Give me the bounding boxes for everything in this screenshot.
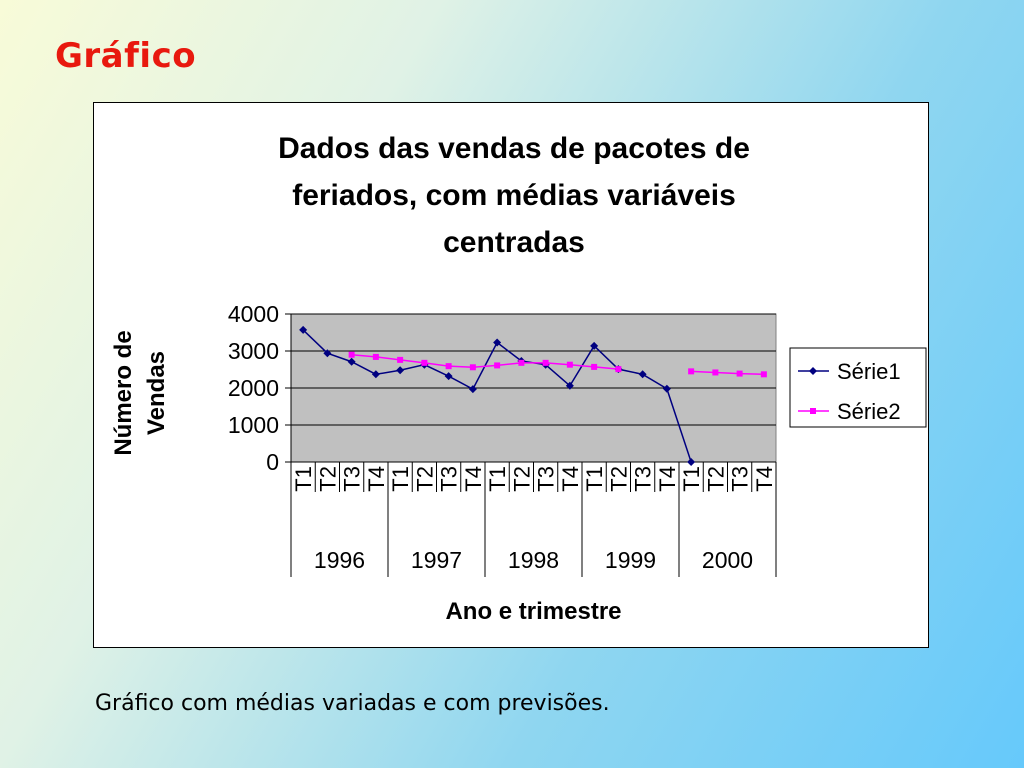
series-line-2 — [351, 353, 619, 370]
series1-point — [590, 341, 599, 350]
series2-point — [542, 359, 549, 366]
x-tick-label-quarter: T2 — [606, 466, 631, 492]
series2-point — [712, 369, 719, 376]
x-tick-label-quarter: T3 — [728, 466, 753, 492]
slide-title: Gráfico — [55, 36, 197, 76]
x-tick-label-quarter: T2 — [315, 466, 340, 492]
series2-point — [760, 371, 767, 378]
slide-caption: Gráfico com médias variadas e com previs… — [95, 691, 610, 716]
series2-point — [372, 353, 379, 360]
x-tick-label-quarter: T3 — [437, 466, 462, 492]
x-tick-label-quarter: T1 — [388, 466, 413, 492]
series-line-2 — [691, 370, 764, 376]
series2-point — [615, 366, 622, 373]
x-tick-label-quarter: T4 — [558, 466, 583, 492]
series2-point — [397, 356, 404, 363]
x-group-label-year: 1997 — [411, 547, 462, 573]
series2-point — [421, 359, 428, 366]
legend-marker-serie2 — [810, 408, 816, 414]
x-tick-label-quarter: T2 — [412, 466, 437, 492]
x-tick-label-quarter: T4 — [364, 466, 389, 492]
legend-label-2: Série2 — [837, 399, 901, 424]
series2-point — [348, 351, 355, 358]
x-axis-title: Ano e trimestre — [445, 598, 621, 625]
series2-point — [566, 361, 573, 368]
series2-point — [736, 370, 743, 377]
series1-point — [444, 372, 453, 381]
series2-point — [518, 359, 525, 366]
x-group-label-year: 1996 — [314, 547, 365, 573]
x-tick-label-quarter: T1 — [679, 466, 704, 492]
series2-point — [688, 368, 695, 375]
x-tick-label-quarter: T4 — [461, 466, 486, 492]
series2-point — [445, 363, 452, 370]
series1-point — [468, 385, 477, 394]
chart-title-line: Dados das vendas de pacotes de — [278, 132, 750, 165]
chart-title-line: feriados, com médias variáveis — [292, 179, 736, 212]
y-tick-label: 4000 — [228, 301, 279, 327]
y-tick-label: 2000 — [228, 375, 279, 401]
y-tick-label: 1000 — [228, 412, 279, 438]
series1-point — [371, 370, 380, 379]
x-tick-label-quarter: T1 — [582, 466, 607, 492]
x-tick-label-quarter: T3 — [340, 466, 365, 492]
x-tick-label-quarter: T4 — [655, 466, 680, 492]
legend-label-1: Série1 — [837, 359, 901, 384]
y-axis-label-line: Número de — [110, 330, 137, 455]
series1-point — [347, 357, 356, 366]
series1-point — [687, 458, 696, 466]
chart-title-line: centradas — [443, 226, 585, 259]
series2-point — [591, 363, 598, 370]
x-group-label-year: 1999 — [605, 547, 656, 573]
x-tick-label-quarter: T1 — [291, 466, 316, 492]
series1-point — [493, 338, 502, 347]
x-tick-label-quarter: T2 — [509, 466, 534, 492]
series1-point — [565, 381, 574, 390]
y-tick-label: 0 — [266, 449, 279, 475]
series2-point — [469, 364, 476, 371]
line-chart: Dados das vendas de pacotes de feriados, … — [110, 132, 927, 625]
series1-point — [396, 366, 405, 375]
legend-marker-serie1 — [809, 367, 817, 375]
series1-point — [638, 370, 647, 379]
x-group-label-year: 1998 — [508, 547, 559, 573]
series1-point — [299, 325, 308, 334]
y-tick-label: 3000 — [228, 338, 279, 364]
x-group-label-year: 2000 — [702, 547, 753, 573]
series2-point — [494, 362, 501, 369]
y-axis-label-line: Vendas — [143, 351, 170, 435]
chart-frame: Dados das vendas de pacotes de feriados, … — [93, 102, 929, 648]
x-tick-label-quarter: T3 — [534, 466, 559, 492]
x-tick-label-quarter: T1 — [485, 466, 510, 492]
x-tick-label-quarter: T2 — [703, 466, 728, 492]
x-tick-label-quarter: T4 — [752, 466, 777, 492]
x-tick-label-quarter: T3 — [631, 466, 656, 492]
series1-point — [323, 349, 332, 358]
series1-point — [662, 384, 671, 393]
